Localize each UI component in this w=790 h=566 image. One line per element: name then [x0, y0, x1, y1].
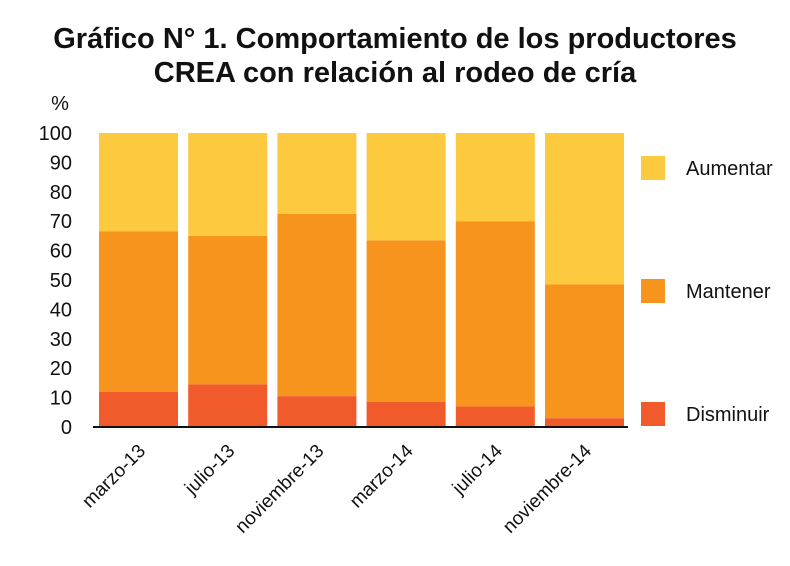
bar-segment-aumentar	[366, 133, 446, 241]
x-tick-label: marzo-13	[78, 441, 150, 513]
y-tick-label: 90	[50, 152, 72, 174]
bar-segment-aumentar	[99, 133, 178, 232]
chart-title: Gráfico N° 1. Comportamiento de los prod…	[0, 22, 790, 90]
y-tick-label: 60	[50, 241, 72, 263]
x-tick-label: julio-14	[448, 440, 507, 499]
bar-segment-disminuir	[545, 418, 624, 427]
bar-segment-mantener	[188, 235, 268, 385]
y-tick-label: 40	[50, 299, 72, 321]
bar-segment-aumentar	[277, 133, 357, 214]
bar-segment-disminuir	[455, 406, 535, 427]
x-tick-label: noviembre-14	[499, 440, 596, 537]
legend: Aumentar Mantener Disminuir	[641, 156, 773, 426]
x-tick-label: marzo-14	[346, 440, 418, 512]
bar-segment-aumentar	[545, 133, 624, 285]
bars	[99, 133, 624, 427]
y-tick-label: 10	[50, 388, 72, 410]
y-tick-label: 70	[50, 211, 72, 233]
x-tick-label: noviembre-13	[231, 441, 328, 538]
y-tick-label: 0	[61, 417, 72, 439]
legend-label-aumentar: Aumentar	[686, 158, 773, 180]
legend-swatch-disminuir	[641, 402, 665, 426]
bar-segment-disminuir	[99, 391, 178, 427]
chart-title-line-1: Gráfico N° 1. Comportamiento de los prod…	[53, 23, 737, 55]
y-tick-label: 50	[50, 270, 72, 292]
y-tick-label: 20	[50, 358, 72, 380]
y-tick-label: 100	[39, 123, 72, 145]
bar-segment-mantener	[545, 284, 624, 419]
bar-segment-aumentar	[455, 133, 535, 222]
y-axis-label: %	[51, 93, 69, 115]
legend-label-mantener: Mantener	[686, 281, 771, 303]
bar-segment-mantener	[277, 213, 357, 397]
x-tick-label: julio-13	[180, 441, 239, 500]
legend-swatch-aumentar	[641, 156, 665, 180]
bar-segment-aumentar	[188, 133, 268, 236]
bar-segment-disminuir	[366, 402, 446, 427]
legend-swatch-mantener	[641, 279, 665, 303]
legend-label-disminuir: Disminuir	[686, 404, 770, 426]
bar-segment-disminuir	[188, 384, 268, 427]
y-axis: 0 10 20 30 40 50 60 70 80 90 100	[39, 123, 72, 439]
bar-segment-mantener	[99, 231, 178, 392]
y-tick-label: 30	[50, 329, 72, 351]
chart-title-line-2: CREA con relación al rodeo de cría	[153, 57, 637, 89]
bar-segment-mantener	[366, 240, 446, 403]
bar-segment-mantener	[455, 221, 535, 407]
bar-segment-disminuir	[277, 396, 357, 427]
y-tick-label: 80	[50, 182, 72, 204]
